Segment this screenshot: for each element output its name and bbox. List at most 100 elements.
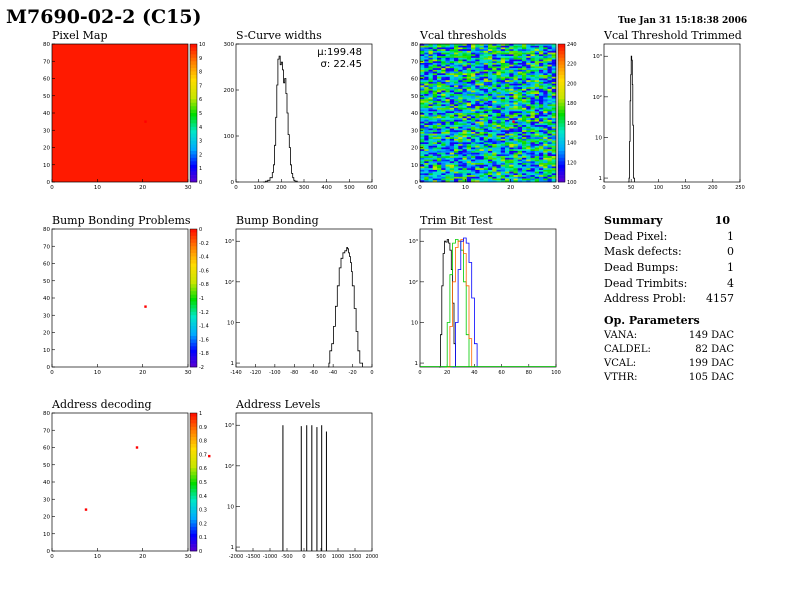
heatmap-cell: [475, 92, 480, 95]
heatmap-cell: [492, 97, 497, 100]
heatmap-cell: [522, 59, 527, 62]
heatmap-cell: [475, 118, 480, 121]
palette-cell: [190, 360, 197, 364]
heatmap-cell: [449, 135, 455, 138]
address-decoding-chart: 0 10 20 300102030405060708000.10.20.30.40.5…: [43, 411, 211, 560]
heatmap-cell: [471, 144, 476, 146]
heatmap-cell: [488, 156, 493, 159]
heatmap-cell: [526, 68, 531, 71]
heatmap-cell: [471, 49, 476, 52]
heatmap-cell: [441, 94, 446, 96]
heatmap-cell: [551, 138, 557, 141]
heatmap-cell: [458, 62, 463, 65]
heatmap-cell: [445, 138, 450, 141]
heatmap-cell: [458, 130, 463, 133]
heatmap-cell: [488, 50, 493, 53]
heatmap-cell: [492, 131, 497, 134]
heatmap-cell: [530, 166, 535, 169]
heatmap-cell: [509, 61, 514, 64]
panel-title-address-levels: Address Levels: [236, 398, 321, 411]
heatmap-cell: [483, 69, 489, 72]
heatmap-cell: [513, 90, 518, 93]
heatmap-cell: [424, 57, 429, 60]
heatmap-cell: [513, 111, 518, 114]
heatmap-cell: [517, 163, 523, 165]
heatmap-cell: [458, 159, 463, 162]
heatmap-cell: [496, 54, 501, 57]
heatmap-cell: [543, 159, 548, 162]
heatmap-cell: [437, 107, 442, 110]
heatmap-cell: [500, 154, 506, 157]
palette-tick-label: 200: [567, 81, 577, 87]
heatmap-cell: [471, 47, 476, 50]
palette-cell: [190, 506, 197, 510]
heatmap-cell: [458, 87, 463, 90]
heatmap-cell: [445, 50, 450, 53]
heatmap-cell: [492, 137, 497, 140]
heatmap-cell: [428, 49, 433, 52]
palette-tick-label: 5: [199, 111, 202, 117]
heatmap-cell: [454, 47, 459, 50]
heatmap-cell: [534, 135, 540, 138]
y-tick-label: 10²: [225, 279, 234, 286]
heatmap-cell: [454, 168, 459, 171]
heatmap-cell: [479, 97, 484, 100]
heatmap-cell: [441, 83, 446, 86]
heatmap-cell: [530, 114, 535, 117]
heatmap-cell: [432, 118, 438, 121]
heatmap-cell: [483, 109, 489, 112]
heatmap-cell: [449, 95, 455, 98]
heatmap-cell: [424, 152, 429, 155]
heatmap-cell: [530, 59, 535, 62]
heatmap-cell: [505, 173, 510, 176]
heatmap-cell: [500, 49, 506, 52]
heatmap-cell: [420, 123, 425, 126]
heatmap-cell: [500, 87, 506, 90]
heatmap-cell: [479, 76, 484, 79]
heatmap-cell: [462, 113, 467, 115]
heatmap-cell: [522, 57, 527, 60]
heatmap-cell: [530, 52, 535, 55]
heatmap-cell: [492, 83, 497, 86]
heatmap-cell: [432, 119, 438, 122]
heatmap-cell: [551, 59, 557, 62]
heatmap-cell: [437, 56, 442, 58]
heatmap-cell: [483, 128, 489, 131]
palette-cell: [190, 102, 197, 107]
heatmap-cell: [551, 149, 557, 152]
heatmap-cell: [500, 161, 506, 164]
heatmap-cell: [471, 125, 476, 127]
y-tick-label: 60: [43, 446, 50, 452]
heatmap-cell: [466, 56, 472, 58]
heatmap-cell: [420, 121, 425, 124]
heatmap-cell: [500, 59, 506, 62]
heatmap-cell: [462, 142, 467, 145]
heatmap-cell: [483, 54, 489, 57]
heatmap-cell: [530, 109, 535, 112]
heatmap-cell: [471, 128, 476, 131]
heatmap-cell: [458, 76, 463, 79]
heatmap-cell: [471, 140, 476, 143]
op-row: CALDEL: 82 DAC: [604, 343, 734, 357]
heatmap-cell: [466, 109, 472, 112]
heatmap-cell: [462, 138, 467, 141]
heatmap-cell: [505, 116, 510, 119]
heatmap-cell: [428, 150, 433, 153]
heatmap-cell: [479, 80, 484, 83]
heatmap-cell: [530, 180, 535, 183]
heatmap-cell: [551, 73, 557, 76]
heatmap-cell: [445, 154, 450, 157]
heatmap-cell: [466, 64, 472, 67]
heatmap-cell: [534, 171, 540, 174]
heatmap-cell: [517, 49, 523, 52]
heatmap-cell: [420, 44, 425, 46]
heatmap-cell: [547, 119, 552, 122]
palette-cell: [190, 509, 197, 514]
heatmap-cell: [445, 109, 450, 112]
heatmap-cell: [547, 106, 552, 109]
heatmap-cell: [432, 50, 438, 53]
heatmap-cell: [551, 176, 557, 179]
heatmap-cell: [483, 44, 489, 46]
x-tick-label: -40: [329, 370, 337, 376]
